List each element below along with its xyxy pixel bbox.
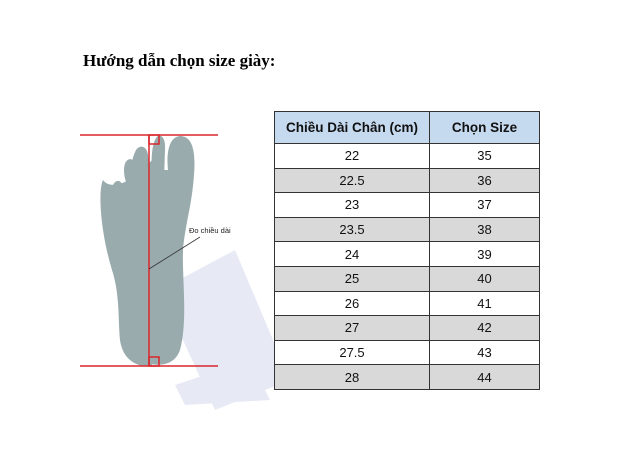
size-cell: 42 <box>429 315 540 341</box>
table-row: 28 44 <box>274 364 540 390</box>
table-row: 23.5 38 <box>274 216 540 243</box>
header-size: Chọn Size <box>429 111 540 144</box>
size-cell: 40 <box>429 265 540 292</box>
size-cell: 38 <box>429 216 540 243</box>
label-leader-line <box>148 236 201 270</box>
size-table: Chiều Dài Chân (cm) Chọn Size 22 35 22.5 36… <box>274 111 540 390</box>
foot-length-cell: 25 <box>274 265 430 292</box>
measure-lines <box>80 134 218 367</box>
table-row: 27.5 43 <box>274 339 540 366</box>
table-row: 22.5 36 <box>274 167 540 194</box>
watermark-logo <box>160 250 290 410</box>
table-header-row: Chiều Dài Chân (cm) Chọn Size <box>274 111 540 144</box>
page-title: Hướng dẫn chọn size giày: <box>83 51 276 70</box>
foot-length-cell: 24 <box>274 241 430 267</box>
size-cell: 44 <box>429 364 540 390</box>
foot-length-cell: 27 <box>274 315 430 341</box>
foot-length-cell: 22.5 <box>274 167 430 194</box>
table-row: 23 37 <box>274 192 540 218</box>
size-cell: 35 <box>429 143 540 169</box>
table-row: 26 41 <box>274 290 540 317</box>
foot-length-cell: 28 <box>274 364 430 390</box>
size-cell: 37 <box>429 192 540 218</box>
size-cell: 43 <box>429 339 540 366</box>
size-cell: 41 <box>429 290 540 317</box>
table-row: 27 42 <box>274 315 540 341</box>
table-row: 22 35 <box>274 143 540 169</box>
foot-length-cell: 26 <box>274 290 430 317</box>
header-foot-length: Chiều Dài Chân (cm) <box>274 111 430 144</box>
foot-length-cell: 27.5 <box>274 339 430 366</box>
foot-length-cell: 23.5 <box>274 216 430 243</box>
foot-silhouette <box>100 135 195 367</box>
table-row: 25 40 <box>274 265 540 292</box>
measure-label: Đo chiều dài <box>189 226 231 235</box>
table-row: 24 39 <box>274 241 540 267</box>
size-cell: 39 <box>429 241 540 267</box>
foot-length-cell: 23 <box>274 192 430 218</box>
foot-length-cell: 22 <box>274 143 430 169</box>
size-cell: 36 <box>429 167 540 194</box>
